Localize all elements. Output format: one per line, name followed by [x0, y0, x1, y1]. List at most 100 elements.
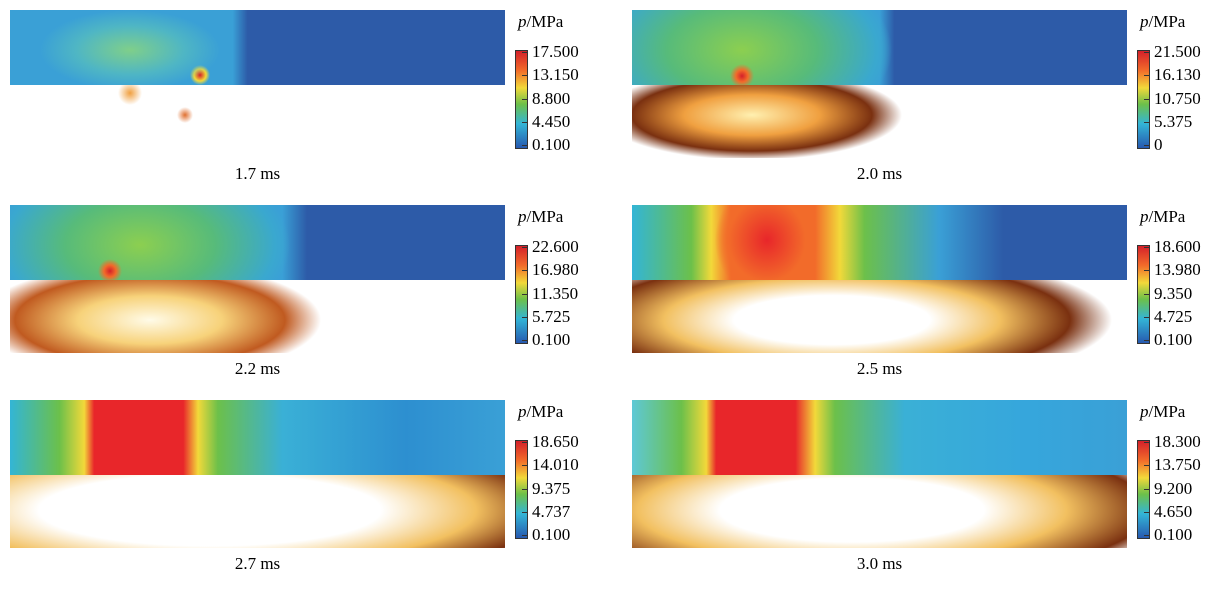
colorbar-tick	[1144, 75, 1150, 76]
colorbar-label: 0.100	[532, 331, 570, 348]
colorbar-title: p/MPa	[1140, 12, 1185, 32]
colorbar-tick	[522, 535, 528, 536]
colorbar-tick	[1144, 99, 1150, 100]
colorbar-label: 13.750	[1154, 456, 1201, 473]
flame-photo	[632, 85, 1127, 158]
colorbar-label: 9.375	[532, 480, 570, 497]
colorbar	[515, 50, 528, 149]
simulation-image	[632, 400, 1127, 475]
colorbar-tick	[522, 145, 528, 146]
unit: /MPa	[1149, 207, 1186, 226]
simulation-image	[10, 205, 505, 280]
simulation-image	[10, 10, 505, 85]
colorbar-tick	[522, 52, 528, 53]
colorbar	[1137, 245, 1150, 344]
colorbar-tick	[522, 317, 528, 318]
colorbar-label: 8.800	[532, 90, 570, 107]
colorbar	[1137, 440, 1150, 539]
simulation-image	[632, 10, 1127, 85]
colorbar-label: 0.100	[532, 526, 570, 543]
colorbar-label: 18.600	[1154, 238, 1201, 255]
colorbar-tick	[1144, 442, 1150, 443]
colorbar-label: 4.450	[532, 113, 570, 130]
unit: /MPa	[1149, 402, 1186, 421]
colorbar-label: 16.130	[1154, 66, 1201, 83]
caption: 2.7 ms	[10, 554, 505, 574]
panel: p/MPa 21.500 16.130 10.750 5.375 0 2.0 ms	[632, 10, 1229, 200]
caption: 2.0 ms	[632, 164, 1127, 184]
colorbar-tick	[522, 122, 528, 123]
colorbar-tick	[1144, 270, 1150, 271]
caption: 1.7 ms	[10, 164, 505, 184]
panel: p/MPa 18.650 14.010 9.375 4.737 0.100 2.7 ms	[10, 400, 610, 590]
colorbar-title: p/MPa	[1140, 207, 1185, 227]
colorbar-tick	[522, 465, 528, 466]
unit: /MPa	[527, 12, 564, 31]
flame-photo	[632, 475, 1127, 548]
colorbar-tick	[1144, 145, 1150, 146]
flame-photo	[10, 280, 505, 353]
colorbar-tick	[1144, 512, 1150, 513]
unit: /MPa	[527, 402, 564, 421]
colorbar-tick	[1144, 294, 1150, 295]
colorbar-label: 13.150	[532, 66, 579, 83]
flame-photo	[632, 280, 1127, 353]
colorbar-label: 9.350	[1154, 285, 1192, 302]
unit: /MPa	[1149, 12, 1186, 31]
symbol: p	[518, 12, 527, 31]
colorbar-tick	[522, 442, 528, 443]
colorbar-title: p/MPa	[518, 12, 563, 32]
colorbar-label: 14.010	[532, 456, 579, 473]
simulation-image	[632, 205, 1127, 280]
colorbar-tick	[522, 340, 528, 341]
panel: p/MPa 18.300 13.750 9.200 4.650 0.100 3.0 ms	[632, 400, 1229, 590]
colorbar-label: 4.725	[1154, 308, 1192, 325]
colorbar-label: 13.980	[1154, 261, 1201, 278]
caption: 3.0 ms	[632, 554, 1127, 574]
symbol: p	[518, 402, 527, 421]
colorbar-label: 17.500	[532, 43, 579, 60]
colorbar-tick	[522, 489, 528, 490]
colorbar-label: 11.350	[532, 285, 578, 302]
colorbar-label: 21.500	[1154, 43, 1201, 60]
symbol: p	[1140, 12, 1149, 31]
colorbar-tick	[1144, 317, 1150, 318]
panel: p/MPa 18.600 13.980 9.350 4.725 0.100 2.5 ms	[632, 205, 1229, 395]
colorbar-tick	[522, 247, 528, 248]
colorbar-label: 4.650	[1154, 503, 1192, 520]
colorbar-label: 18.300	[1154, 433, 1201, 450]
colorbar-label: 4.737	[532, 503, 570, 520]
colorbar-tick	[522, 99, 528, 100]
colorbar-tick	[522, 270, 528, 271]
colorbar-label: 9.200	[1154, 480, 1192, 497]
colorbar-label: 0	[1154, 136, 1163, 153]
colorbar-label: 0.100	[1154, 526, 1192, 543]
colorbar-tick	[1144, 122, 1150, 123]
colorbar-tick	[1144, 489, 1150, 490]
colorbar-tick	[522, 294, 528, 295]
colorbar-label: 10.750	[1154, 90, 1201, 107]
colorbar-label: 0.100	[1154, 331, 1192, 348]
colorbar-tick	[1144, 340, 1150, 341]
colorbar-label: 18.650	[532, 433, 579, 450]
panel: p/MPa 17.500 13.150 8.800 4.450 0.100 1.7 ms	[10, 10, 610, 200]
colorbar	[515, 440, 528, 539]
colorbar-label: 0.100	[532, 136, 570, 153]
colorbar-title: p/MPa	[1140, 402, 1185, 422]
colorbar-tick	[522, 512, 528, 513]
unit: /MPa	[527, 207, 564, 226]
symbol: p	[1140, 402, 1149, 421]
colorbar-label: 5.375	[1154, 113, 1192, 130]
caption: 2.5 ms	[632, 359, 1127, 379]
figure: (() => { const data = JSON.parse(documen…	[0, 0, 1229, 584]
colorbar-tick	[522, 75, 528, 76]
colorbar-tick	[1144, 247, 1150, 248]
colorbar-title: p/MPa	[518, 402, 563, 422]
colorbar-tick	[1144, 52, 1150, 53]
flame-photo	[10, 85, 505, 158]
colorbar	[1137, 50, 1150, 149]
symbol: p	[518, 207, 527, 226]
simulation-image	[10, 400, 505, 475]
colorbar-label: 5.725	[532, 308, 570, 325]
